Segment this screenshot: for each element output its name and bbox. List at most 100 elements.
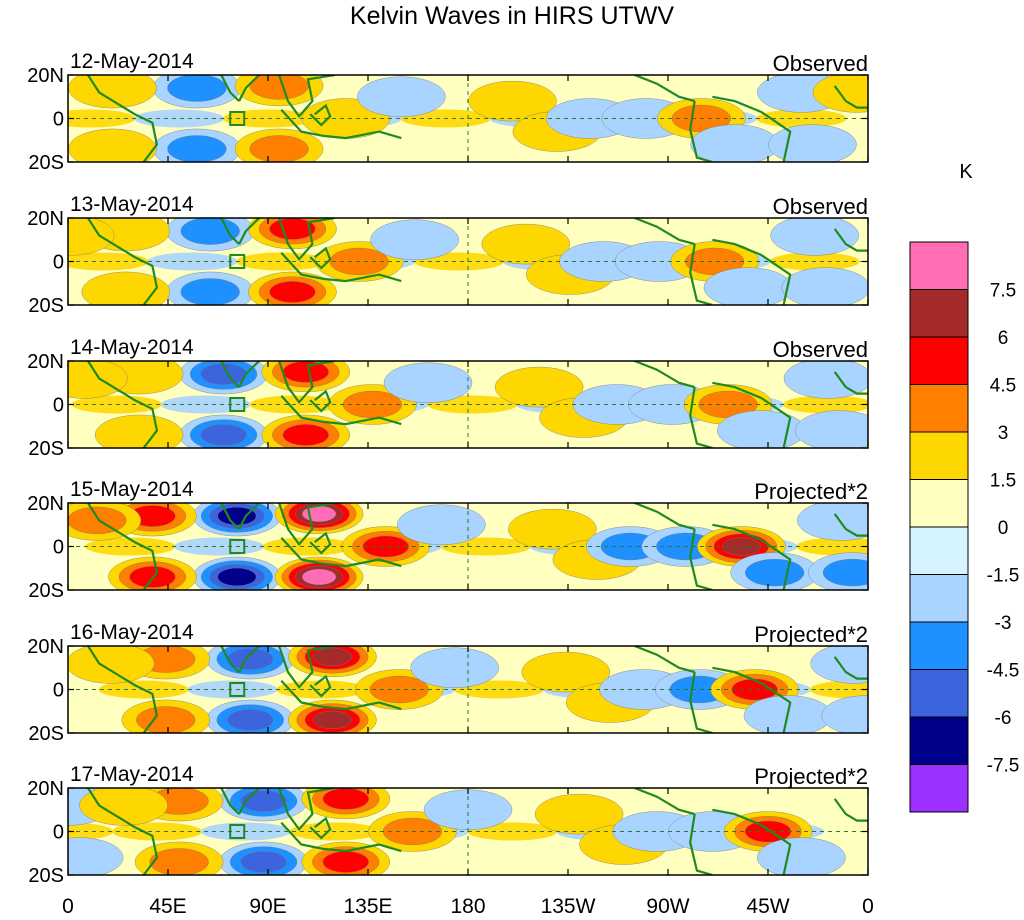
y-tick-label: 0 <box>53 252 64 274</box>
coastline <box>278 646 335 690</box>
y-tick-label: 0 <box>53 680 64 702</box>
contour-fill <box>68 506 127 535</box>
coastline <box>689 100 713 162</box>
wave-band <box>187 680 278 699</box>
y-tick-label: 20N <box>27 65 64 87</box>
contour-fill <box>745 558 805 587</box>
panel-label: Projected*2 <box>754 764 868 789</box>
wave-band <box>147 252 238 271</box>
contour-fill <box>770 218 859 256</box>
panel-date: 16-May-2014 <box>70 621 194 644</box>
coastline <box>280 395 402 426</box>
contour-fill <box>240 790 287 812</box>
coastline <box>238 75 261 102</box>
panel-label: Projected*2 <box>754 479 868 504</box>
coastline <box>309 531 332 555</box>
contour-fill <box>821 695 868 733</box>
coastline <box>712 238 792 305</box>
x-tick-label: 0 <box>862 895 874 918</box>
contour-fill <box>313 647 352 666</box>
wave-band <box>796 537 868 556</box>
x-tick-label: 90E <box>249 895 286 918</box>
y-tick-label: 0 <box>53 109 64 131</box>
contour-fill <box>68 361 128 399</box>
contour-fill <box>313 710 352 730</box>
y-tick-label: 20S <box>28 580 64 602</box>
panel-date: 14-May-2014 <box>70 336 194 359</box>
coastline <box>689 243 713 305</box>
coastline <box>238 646 261 673</box>
map-panel: 20N 0 20S 15-May-2014 Projected*2 <box>27 478 869 602</box>
colorbar-swatch <box>909 241 969 290</box>
colorbar-level-label: 3 <box>998 423 1009 444</box>
coastline <box>833 228 868 252</box>
coastline <box>220 75 240 102</box>
coastline <box>712 95 792 162</box>
contour-fill <box>322 851 369 873</box>
contour-fill <box>68 646 155 684</box>
map-panel: 20N 0 20S 17-May-2014 Projected*2 <box>27 763 869 887</box>
coastline <box>238 503 261 530</box>
contour-fill <box>81 271 170 305</box>
coastline <box>634 503 695 531</box>
wave-band <box>236 252 327 271</box>
colorbar-swatch <box>909 526 969 575</box>
coastline <box>238 788 261 815</box>
coastline <box>634 788 695 816</box>
coastline <box>833 85 868 109</box>
colorbar-units: K <box>959 161 973 183</box>
contour-fill <box>383 362 473 403</box>
colorbar-level-label: -3 <box>995 613 1012 634</box>
anomaly-contours <box>68 503 868 590</box>
y-tick-label: 20N <box>27 778 64 800</box>
wave-band <box>276 680 367 699</box>
y-tick-label: 20N <box>27 351 64 373</box>
y-tick-label: 20N <box>27 208 64 230</box>
colorbar-swatch <box>909 384 969 433</box>
contour-fill <box>180 278 240 305</box>
coastline <box>689 386 713 448</box>
colorbar-level-label: -4.5 <box>987 661 1020 682</box>
panel-label: Observed <box>773 51 868 76</box>
coastline <box>689 671 713 733</box>
coastline <box>634 361 695 389</box>
coastline <box>278 218 335 262</box>
contour-fill <box>167 75 227 102</box>
colorbar-level-label: -1.5 <box>987 566 1020 587</box>
contour-fill <box>822 558 868 587</box>
colorbar: K 7.5 6 4.5 3 1.5 0 -1.5 -3 -4.5 -6 -7.5 <box>909 161 1020 813</box>
y-tick-label: 20N <box>27 493 64 515</box>
contour-fill <box>79 788 168 826</box>
coastline <box>220 646 240 673</box>
colorbar-swatch <box>909 431 969 480</box>
map-panel: 20N 0 20S 12-May-2014 Observed <box>27 50 869 174</box>
anomaly-contours <box>68 788 846 875</box>
x-tick-label: 0 <box>62 895 74 918</box>
coastline <box>833 371 868 395</box>
colorbar-level-label: 7.5 <box>990 281 1016 302</box>
panel-date: 13-May-2014 <box>70 193 194 216</box>
contour-fill <box>370 219 459 260</box>
contour-fill <box>136 706 196 733</box>
x-tick-label: 180 <box>450 895 485 918</box>
coastline <box>278 361 335 405</box>
contour-fill <box>217 506 257 526</box>
map-panel: 20N 0 20S 14-May-2014 Observed <box>27 336 869 460</box>
coastline <box>712 666 792 733</box>
coastline <box>278 503 335 547</box>
contour-fill <box>534 793 624 835</box>
contour-fill <box>68 75 157 109</box>
coastlines <box>87 646 868 733</box>
coastline <box>309 816 332 840</box>
coastline <box>689 813 713 875</box>
coastline <box>280 822 402 853</box>
contour-fill <box>200 424 247 446</box>
y-tick-label: 20S <box>28 723 64 745</box>
contour-fill <box>410 647 499 688</box>
coastline <box>833 798 868 822</box>
contour-fill <box>302 568 337 586</box>
contour-fill <box>269 281 316 303</box>
coastline <box>309 103 332 127</box>
coastline <box>280 537 402 568</box>
chart-title: Kelvin Waves in HIRS UTWV <box>350 2 674 30</box>
